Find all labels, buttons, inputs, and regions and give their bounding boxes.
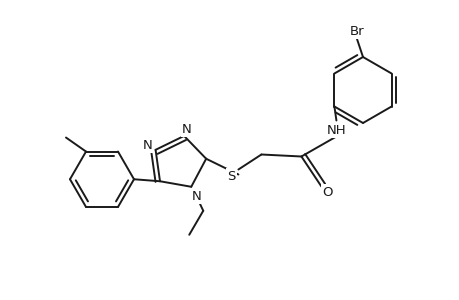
Text: N: N <box>182 123 191 136</box>
Text: S: S <box>227 169 235 182</box>
Text: N: N <box>191 190 201 203</box>
Text: NH: NH <box>326 124 346 136</box>
Text: O: O <box>321 185 332 199</box>
Text: N: N <box>142 139 152 152</box>
Text: Br: Br <box>349 25 364 38</box>
